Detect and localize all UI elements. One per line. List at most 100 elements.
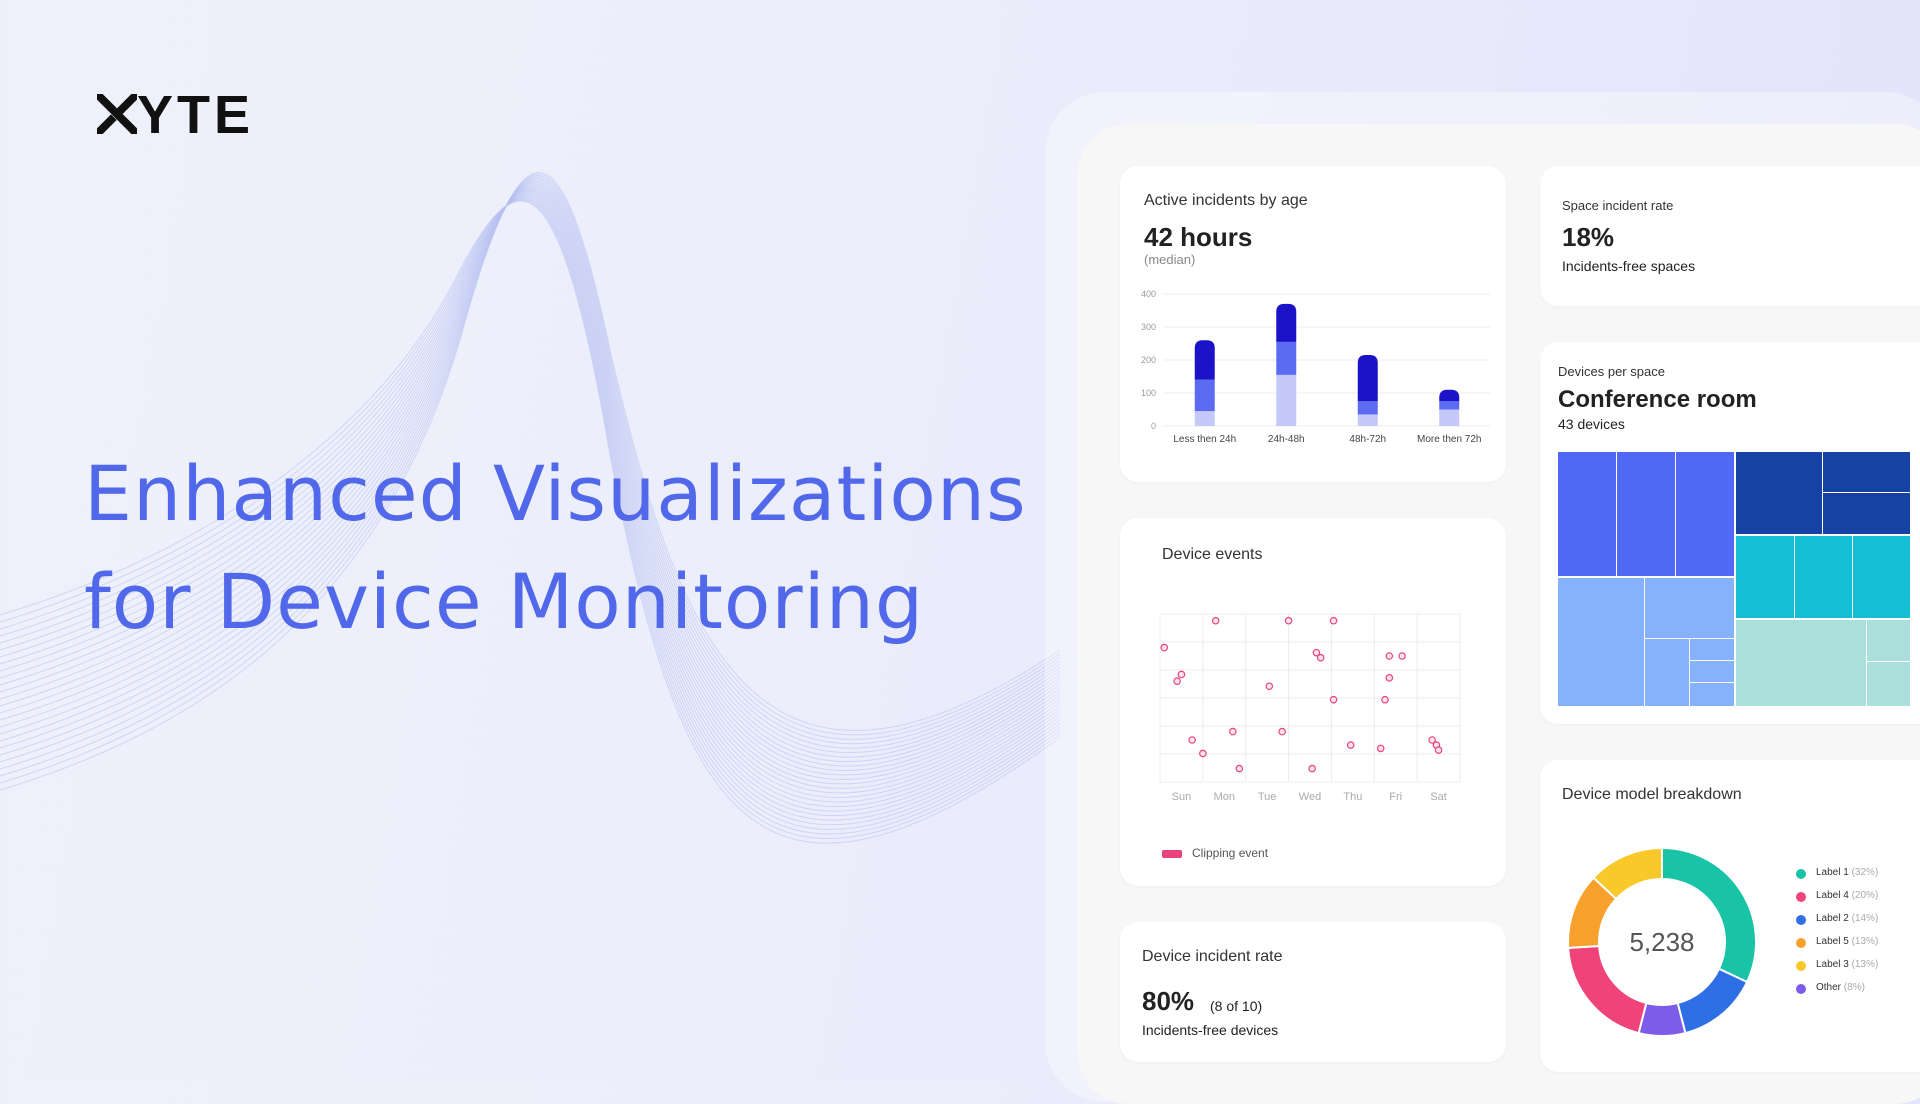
bar-segment [1194, 340, 1215, 380]
devices-per-space-card[interactable]: Devices per space Conference room 43 dev… [1540, 342, 1920, 724]
wave-line [0, 179, 1060, 756]
treemap-cell [1558, 452, 1616, 576]
wave-line [0, 199, 1060, 840]
donut-slice [1592, 846, 1663, 901]
device-rate-detail: (8 of 10) [1210, 998, 1263, 1014]
wave-line [0, 194, 1060, 812]
bar-segment [1357, 414, 1378, 426]
incidents-bar-chart: 0 100 200 300 400 Less then 24h 24h-48h 48h-72h… [1141, 289, 1490, 445]
donut-slice [1661, 846, 1757, 984]
headline-line-2: for Device Monitoring [84, 557, 925, 646]
wave-line [0, 200, 1060, 844]
x-category-label: Less then 24h [1173, 434, 1236, 445]
treemap-cell [1690, 661, 1734, 682]
wave-line [0, 188, 1060, 785]
donut-total: 5,238 [1629, 927, 1694, 957]
legend-item: Label 3 (13%) [1796, 958, 1920, 981]
model-donut-chart: 5,238 [1567, 846, 1757, 1037]
event-point [1385, 674, 1394, 682]
legend-percent: (13%) [1851, 959, 1879, 970]
donut-slice [1676, 967, 1749, 1035]
devices-treemap [1558, 452, 1910, 706]
event-point [1188, 736, 1196, 744]
device-model-breakdown-card[interactable]: Device model breakdown 5,238 Label 1 (32… [1540, 760, 1920, 1072]
device-rate-subtitle: Incidents-free devices [1142, 1022, 1279, 1038]
event-point [1199, 749, 1207, 758]
event-point [1381, 695, 1389, 704]
legend-item: Label 5 (13%) [1796, 935, 1920, 958]
treemap-block-d [1558, 578, 1734, 706]
legend-label: Label 5 (13%) [1816, 936, 1879, 947]
wave-line [0, 176, 1060, 770]
event-point [1308, 764, 1316, 773]
wave-line [0, 173, 1060, 784]
event-point [1312, 648, 1321, 657]
wave-line [0, 196, 1060, 821]
wave-line [0, 172, 1060, 791]
bar-segment [1194, 379, 1215, 412]
treemap-block-c [1736, 536, 1910, 618]
treemap-cell [1645, 639, 1689, 706]
legend-dot [1796, 869, 1806, 879]
treemap-cell [1823, 452, 1910, 492]
wave-line [0, 184, 1060, 772]
device-incident-rate-card[interactable]: Device incident rate 80% (8 of 10) Incid… [1120, 922, 1506, 1062]
card-title: Device incident rate [1142, 948, 1283, 965]
bar-segment [1439, 389, 1460, 402]
wave-line [0, 193, 1060, 807]
treemap-cell [1690, 639, 1734, 660]
day-label: Fri [1389, 791, 1402, 802]
device-events-scatter: Sun Mon Tue Wed Thu Fri Sat [1159, 613, 1461, 802]
legend-percent: (20%) [1851, 890, 1879, 901]
wave-line [0, 177, 1060, 763]
logo-wordmark: YTE [137, 85, 255, 145]
event-point [1235, 764, 1244, 773]
incidents-by-age-card[interactable]: Active incidents by age 42 hours (median… [1120, 166, 1506, 482]
wave-line [0, 186, 1060, 780]
donut-slice [1567, 944, 1648, 1035]
day-label: Sun [1172, 791, 1192, 802]
page-headline: Enhanced Visualizations for Device Monit… [84, 440, 1026, 656]
legend-dot [1796, 915, 1806, 925]
device-events-card[interactable]: Device events Sun Mon Tue Wed Thu Fri Sat Clip… [1120, 518, 1506, 886]
day-label: Wed [1299, 791, 1321, 802]
x-category-label: More then 72h [1417, 434, 1482, 445]
device-rate-value: 80% [1142, 986, 1195, 1016]
wave-line [0, 175, 1060, 777]
treemap-cell [1867, 620, 1910, 661]
space-incident-rate-card[interactable]: Space incident rate 18% Incidents-free s… [1540, 166, 1920, 306]
wave-line [0, 195, 1060, 816]
event-point [1329, 695, 1338, 704]
treemap-cell [1853, 536, 1910, 618]
treemap-block-b [1736, 452, 1910, 534]
legend-label: Label 3 (13%) [1816, 959, 1879, 970]
median-value: 42 hours [1144, 222, 1253, 252]
treemap-cell [1617, 452, 1675, 576]
event-point [1173, 677, 1181, 686]
bar-segment [1357, 355, 1378, 402]
x-category-label: 48h-72h [1349, 434, 1386, 445]
wave-line [0, 198, 1060, 830]
wave-line [0, 189, 1060, 789]
treemap-cell [1736, 452, 1822, 534]
wave-line [0, 183, 1060, 767]
legend-percent: (14%) [1851, 913, 1879, 924]
wave-line [0, 181, 1060, 763]
event-point [1398, 652, 1406, 660]
event-point [1265, 682, 1274, 691]
wave-line [0, 192, 1060, 803]
treemap-cell [1736, 536, 1794, 618]
bar-segment [1276, 303, 1297, 342]
x-category-label: 24h-48h [1268, 434, 1305, 445]
y-tick-label: 300 [1141, 322, 1156, 332]
day-label: Mon [1214, 791, 1235, 802]
card-title: Active incidents by age [1144, 192, 1308, 209]
space-rate-subtitle: Incidents-free spaces [1562, 258, 1696, 274]
event-point [1329, 616, 1338, 625]
event-point [1385, 652, 1394, 660]
logo-x-mark [97, 94, 137, 134]
event-point [1278, 727, 1286, 736]
legend-dot [1796, 984, 1806, 994]
legend-label: Label 4 (20%) [1816, 890, 1879, 901]
xyte-logo: YTE [97, 88, 259, 142]
